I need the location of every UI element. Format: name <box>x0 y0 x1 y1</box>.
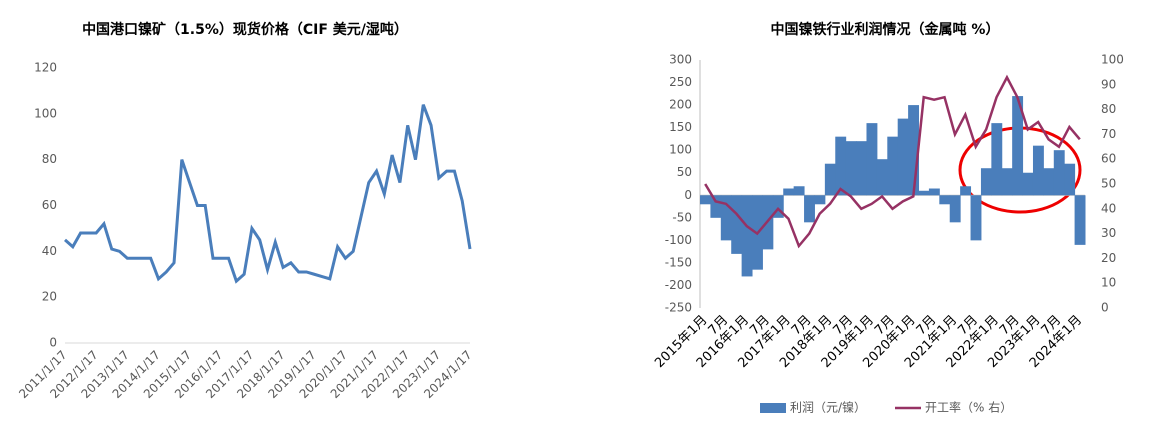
bar <box>980 168 992 196</box>
bar <box>1001 168 1013 196</box>
y2-tick-label: 90 <box>1101 77 1116 91</box>
y-tick-label: 40 <box>42 244 57 258</box>
bar <box>772 195 784 218</box>
bar <box>783 188 795 196</box>
bar <box>908 105 920 196</box>
y-tick-label: 60 <box>42 198 57 212</box>
bar <box>793 186 805 196</box>
bar <box>1074 195 1086 245</box>
bar <box>939 195 951 205</box>
y-tick-label: 300 <box>669 53 692 67</box>
y2-tick-label: 50 <box>1101 177 1116 191</box>
bar <box>804 195 815 223</box>
y-tick-label: -150 <box>665 255 692 269</box>
y-tick-label: 100 <box>669 143 692 157</box>
chart-title: 中国港口镍矿（1.5%）现货价格（CIF 美元/湿吨） <box>82 21 408 38</box>
bar <box>1053 150 1065 196</box>
bar <box>897 118 909 196</box>
y2-tick-label: 70 <box>1101 127 1116 141</box>
y-tick-label: -100 <box>665 233 692 247</box>
legend-label: 利润（元/镍） <box>790 401 866 415</box>
y-tick-label: 250 <box>669 75 692 89</box>
y-tick-label: 0 <box>684 188 692 202</box>
y2-tick-label: 40 <box>1101 201 1116 215</box>
bar <box>856 141 867 196</box>
chart-title: 中国镍铁行业利润情况（金属吨 %） <box>771 21 1000 38</box>
y-tick-label: 100 <box>34 106 57 120</box>
bar <box>731 195 743 254</box>
bar <box>887 136 899 196</box>
y-tick-label: -200 <box>665 278 692 292</box>
legend-swatch <box>760 403 786 413</box>
bar <box>866 123 878 196</box>
bar <box>970 195 982 241</box>
y2-tick-label: 80 <box>1101 102 1116 116</box>
y-tick-label: 80 <box>42 152 57 166</box>
bar <box>949 195 961 223</box>
line-series <box>704 74 1081 249</box>
bar <box>700 195 711 205</box>
y-tick-label: -50 <box>672 210 692 224</box>
bar <box>1064 163 1076 196</box>
bar <box>991 123 1003 196</box>
bar <box>845 141 857 196</box>
y-tick-label: 120 <box>34 61 57 75</box>
y2-tick-label: 60 <box>1101 152 1116 166</box>
bar <box>1043 168 1055 196</box>
y-tick-label: 50 <box>677 165 692 179</box>
bar <box>928 188 940 196</box>
y-tick-label: 20 <box>42 290 57 304</box>
bar <box>741 195 753 277</box>
bar <box>824 163 836 196</box>
bar <box>960 186 972 196</box>
bar <box>918 190 930 196</box>
y-tick-label: 200 <box>669 98 692 112</box>
bar <box>876 159 888 196</box>
line-series <box>64 104 472 284</box>
bar <box>1012 96 1024 196</box>
bar <box>814 195 826 205</box>
legend-label: 开工率（% 右） <box>925 400 1012 415</box>
y2-tick-label: 0 <box>1101 301 1109 315</box>
bar <box>1022 172 1034 196</box>
y-tick-label: 150 <box>669 120 692 134</box>
bar <box>835 136 847 196</box>
y2-tick-label: 20 <box>1101 251 1116 265</box>
y-tick-label: 0 <box>49 336 57 350</box>
y2-tick-label: 100 <box>1101 53 1124 67</box>
y2-tick-label: 10 <box>1101 276 1116 290</box>
bar <box>1032 145 1044 196</box>
bar <box>710 195 722 218</box>
bar <box>720 195 732 241</box>
y-tick-label: -250 <box>665 301 692 315</box>
y2-tick-label: 30 <box>1101 226 1116 240</box>
